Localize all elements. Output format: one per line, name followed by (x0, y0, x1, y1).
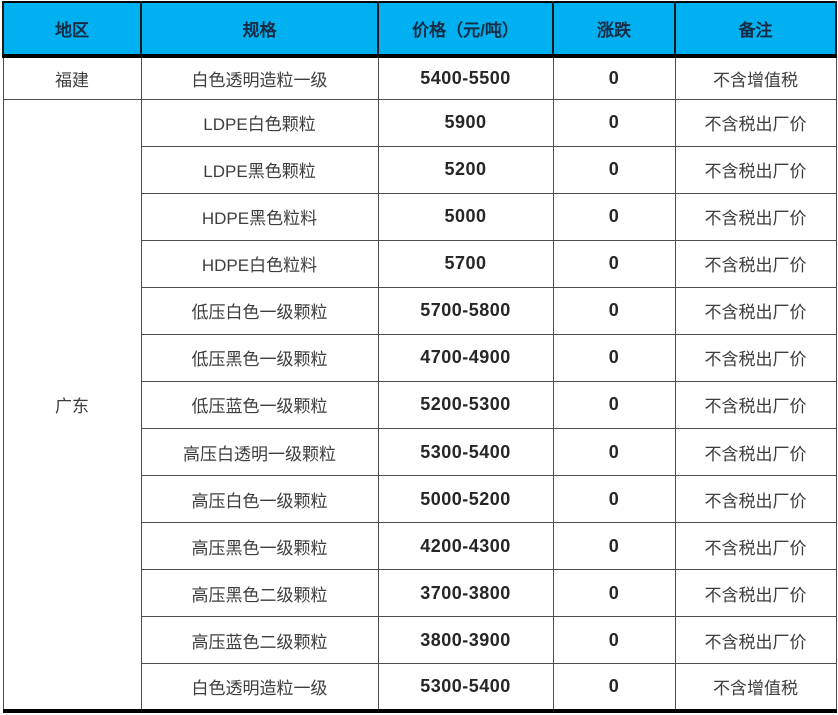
note-cell: 不含税出厂价 (674, 380, 837, 430)
note-cell: 不含税出厂价 (674, 427, 837, 477)
spec-cell: 低压蓝色一级颗粒 (140, 380, 379, 430)
change-cell: 0 (552, 239, 676, 288)
price-cell: 5000-5200 (377, 475, 554, 524)
table-row: 低压白色一级颗粒 5700-5800 0 不含税出厂价 (3, 286, 837, 335)
table-row: 福建 白色透明造粒一级 5400-5500 0 不含增值税 (2, 55, 837, 100)
note-cell: 不含税出厂价 (674, 239, 837, 288)
price-cell: 5400-5500 (377, 55, 554, 100)
price-cell: 3800-3900 (377, 616, 554, 665)
note-cell: 不含税出厂价 (674, 522, 837, 571)
spec-cell: 高压黑色一级颗粒 (140, 522, 379, 571)
header-cell-note: 备注 (674, 1, 837, 58)
note-cell: 不含税出厂价 (674, 192, 837, 241)
note-cell: 不含增值税 (674, 663, 837, 714)
header-row: 地区 规格 价格（元/吨） 涨跌 备注 (2, 1, 837, 58)
price-cell: 5700 (377, 239, 554, 288)
price-cell: 5700-5800 (377, 286, 554, 335)
table-row: 广东 LDPE白色颗粒 5900 0 不含税出厂价 (2, 98, 837, 712)
header-cell-spec: 规格 (140, 1, 379, 58)
change-cell: 0 (552, 286, 676, 335)
spec-cell: 高压蓝色二级颗粒 (140, 616, 379, 665)
spec-cell: 低压黑色一级颗粒 (140, 333, 379, 382)
table-row: 高压白色一级颗粒 5000-5200 0 不含税出厂价 (3, 475, 837, 524)
spec-cell: 高压白透明一级颗粒 (140, 427, 379, 477)
spec-cell: 高压黑色二级颗粒 (140, 569, 379, 618)
note-cell: 不含税出厂价 (674, 475, 837, 524)
spec-cell: LDPE黑色颗粒 (140, 145, 379, 194)
price-cell: 5200 (377, 145, 554, 194)
header-cell-region: 地区 (2, 1, 142, 58)
change-cell: 0 (552, 192, 676, 241)
price-cell: 5300-5400 (377, 427, 554, 477)
change-cell: 0 (552, 663, 676, 714)
spec-cell: 白色透明造粒一级 (140, 663, 379, 714)
table-row: 高压白透明一级颗粒 5300-5400 0 不含税出厂价 (3, 427, 837, 477)
header-cell-change: 涨跌 (552, 1, 676, 58)
table-body: 福建 白色透明造粒一级 5400-5500 0 不含增值税 广东 LDPE白色颗… (2, 55, 837, 714)
change-cell: 0 (552, 55, 676, 100)
table-row: HDPE黑色粒料 5000 0 不含税出厂价 (3, 192, 837, 241)
table-row: 高压蓝色二级颗粒 3800-3900 0 不含税出厂价 (3, 616, 837, 665)
spec-cell: LDPE白色颗粒 (140, 98, 379, 147)
spec-cell: HDPE白色粒料 (140, 239, 379, 288)
note-cell: 不含税出厂价 (674, 569, 837, 618)
price-cell: 5200-5300 (377, 380, 554, 430)
spec-cell: 白色透明造粒一级 (140, 55, 379, 100)
price-cell: 5000 (377, 192, 554, 241)
note-cell: 不含税出厂价 (674, 286, 837, 335)
spec-cell: HDPE黑色粒料 (140, 192, 379, 241)
price-cell: 4700-4900 (377, 333, 554, 382)
spec-cell: 高压白色一级颗粒 (140, 475, 379, 524)
change-cell: 0 (552, 522, 676, 571)
header-cell-price: 价格（元/吨） (377, 1, 554, 58)
table-row: HDPE白色粒料 5700 0 不含税出厂价 (3, 239, 837, 288)
note-cell: 不含税出厂价 (674, 98, 837, 147)
note-cell: 不含税出厂价 (674, 333, 837, 382)
price-cell: 3700-3800 (377, 569, 554, 618)
table-row: 低压蓝色一级颗粒 5200-5300 0 不含税出厂价 (3, 380, 837, 430)
change-cell: 0 (552, 333, 676, 382)
change-cell: 0 (552, 98, 676, 147)
price-cell: 4200-4300 (377, 522, 554, 571)
change-cell: 0 (552, 475, 676, 524)
table-row: LDPE黑色颗粒 5200 0 不含税出厂价 (3, 145, 837, 194)
change-cell: 0 (552, 616, 676, 665)
table-row: 低压黑色一级颗粒 4700-4900 0 不含税出厂价 (3, 333, 837, 382)
region-cell-fujian: 福建 (2, 55, 142, 100)
note-cell: 不含税出厂价 (674, 616, 837, 665)
table-row: 白色透明造粒一级 5300-5400 0 不含增值税 (3, 663, 837, 714)
change-cell: 0 (552, 427, 676, 477)
region-cell-guangdong: 广东 (2, 98, 142, 712)
note-cell: 不含增值税 (674, 55, 837, 100)
change-cell: 0 (552, 380, 676, 430)
table-header: 地区 规格 价格（元/吨） 涨跌 备注 (2, 1, 837, 58)
spec-cell: 低压白色一级颗粒 (140, 286, 379, 335)
price-cell: 5300-5400 (377, 663, 554, 714)
price-cell: 5900 (377, 98, 554, 147)
change-cell: 0 (552, 569, 676, 618)
note-cell: 不含税出厂价 (674, 145, 837, 194)
change-cell: 0 (552, 145, 676, 194)
table-row: 高压黑色二级颗粒 3700-3800 0 不含税出厂价 (3, 569, 837, 618)
table-row: 高压黑色一级颗粒 4200-4300 0 不含税出厂价 (3, 522, 837, 571)
